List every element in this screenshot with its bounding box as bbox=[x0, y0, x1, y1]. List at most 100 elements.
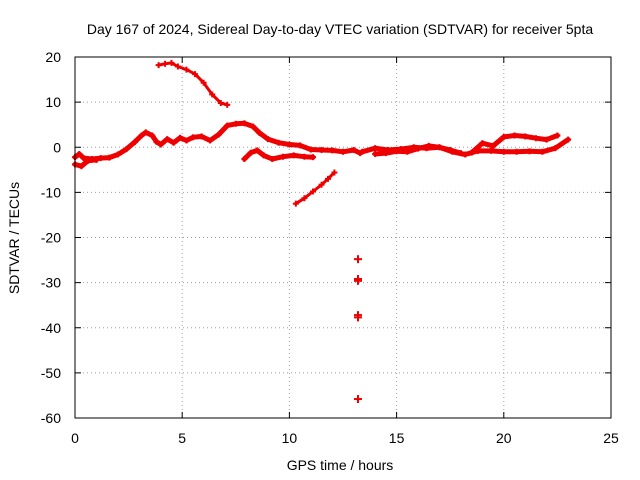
y-tick-label: -40 bbox=[41, 320, 61, 336]
data-point-marker bbox=[215, 131, 222, 138]
data-point-marker bbox=[354, 395, 363, 404]
data-point-marker bbox=[123, 146, 130, 153]
data-point-marker bbox=[224, 101, 231, 108]
data-point-marker bbox=[290, 152, 297, 159]
data-point-marker bbox=[340, 148, 346, 155]
data-point-marker bbox=[292, 200, 299, 207]
y-axis-label: SDTVAR / TECUs bbox=[6, 182, 22, 294]
data-point-marker bbox=[318, 181, 325, 188]
data-point-marker bbox=[331, 169, 338, 176]
x-axis-label: GPS time / hours bbox=[287, 457, 394, 473]
data-point-marker bbox=[198, 133, 205, 140]
data-point-marker bbox=[526, 148, 533, 155]
y-tick-label: 20 bbox=[45, 49, 61, 65]
data-point-marker bbox=[354, 255, 363, 264]
data-point-marker bbox=[192, 71, 199, 78]
data-point-marker bbox=[209, 91, 216, 98]
data-point-marker bbox=[372, 151, 379, 158]
data-point-marker bbox=[543, 136, 550, 143]
data-point-marker bbox=[78, 163, 85, 170]
data-point-marker bbox=[249, 123, 256, 130]
data-point-marker bbox=[97, 155, 104, 162]
data-point-marker bbox=[309, 154, 316, 161]
series-arc-main bbox=[72, 120, 364, 162]
series-line-arc-high bbox=[157, 61, 229, 107]
series-arc-high bbox=[155, 59, 231, 108]
data-point-marker bbox=[93, 156, 100, 163]
data-point-marker bbox=[318, 146, 325, 153]
x-tick-label: 20 bbox=[496, 430, 512, 446]
data-point-marker bbox=[183, 137, 190, 144]
data-point-marker bbox=[382, 150, 389, 157]
data-point-marker bbox=[149, 132, 156, 139]
data-point-marker bbox=[479, 140, 486, 147]
data-point-marker bbox=[260, 152, 267, 159]
data-point-marker bbox=[157, 141, 164, 148]
data-point-marker bbox=[447, 146, 454, 153]
data-point-marker bbox=[224, 122, 231, 129]
series-isolated-points bbox=[354, 255, 363, 404]
data-point-marker bbox=[279, 153, 286, 160]
data-point-marker bbox=[324, 175, 331, 182]
data-point-marker bbox=[114, 151, 121, 158]
grid-layer bbox=[75, 57, 611, 418]
data-point-marker bbox=[174, 63, 181, 70]
y-tick-label: -10 bbox=[41, 184, 61, 200]
series-arc-tail-b bbox=[468, 132, 561, 156]
data-point-marker bbox=[554, 132, 561, 139]
data-point-marker bbox=[142, 129, 149, 136]
data-point-marker bbox=[462, 151, 469, 158]
data-point-marker bbox=[164, 136, 171, 143]
y-tick-label: 10 bbox=[45, 94, 61, 110]
data-point-marker bbox=[513, 148, 520, 155]
data-point-marker bbox=[329, 147, 336, 154]
data-point-marker bbox=[490, 142, 497, 149]
y-tick-label: -60 bbox=[41, 410, 61, 426]
data-point-marker bbox=[552, 145, 559, 152]
data-point-marker bbox=[307, 146, 314, 153]
data-point-marker bbox=[80, 155, 87, 162]
data-point-marker bbox=[76, 151, 83, 158]
data-point-marker bbox=[162, 60, 169, 67]
data-point-marker bbox=[241, 120, 248, 127]
data-point-marker bbox=[511, 132, 518, 139]
series-arc-dip bbox=[241, 147, 316, 162]
data-point-marker bbox=[487, 147, 494, 154]
data-point-marker bbox=[84, 157, 91, 164]
data-point-marker bbox=[415, 145, 422, 152]
data-point-marker bbox=[532, 135, 539, 142]
data-point-marker bbox=[468, 149, 475, 156]
data-point-marker bbox=[301, 153, 308, 160]
data-point-marker bbox=[207, 137, 214, 144]
data-point-marker bbox=[217, 100, 224, 107]
data-point-marker bbox=[232, 120, 239, 127]
data-point-marker bbox=[309, 188, 316, 195]
data-point-marker bbox=[436, 144, 443, 151]
data-point-marker bbox=[106, 154, 113, 161]
series-layer bbox=[72, 59, 572, 404]
data-point-marker bbox=[241, 155, 248, 162]
x-tick-label: 5 bbox=[178, 430, 186, 446]
data-point-marker bbox=[132, 138, 139, 145]
series-arc-tail-c bbox=[372, 142, 464, 158]
x-tick-label: 15 bbox=[389, 430, 405, 446]
data-point-marker bbox=[522, 133, 529, 140]
data-point-marker bbox=[425, 142, 432, 149]
chart-title: Day 167 of 2024, Sidereal Day-to-day VTE… bbox=[87, 21, 594, 37]
series-arc-rising bbox=[292, 169, 338, 207]
data-point-marker bbox=[565, 136, 572, 143]
data-point-marker bbox=[359, 148, 366, 155]
data-point-marker bbox=[155, 62, 162, 69]
data-point-marker bbox=[269, 155, 276, 162]
data-point-marker bbox=[138, 132, 145, 139]
data-point-marker bbox=[183, 66, 190, 73]
data-point-marker bbox=[254, 147, 261, 154]
data-point-marker bbox=[264, 136, 271, 143]
y-tick-label: -20 bbox=[41, 230, 61, 246]
data-point-marker bbox=[539, 148, 546, 155]
y-tick-label: 0 bbox=[53, 139, 61, 155]
y-tick-label: -30 bbox=[41, 275, 61, 291]
data-point-marker bbox=[275, 139, 282, 146]
data-point-marker bbox=[153, 138, 160, 145]
